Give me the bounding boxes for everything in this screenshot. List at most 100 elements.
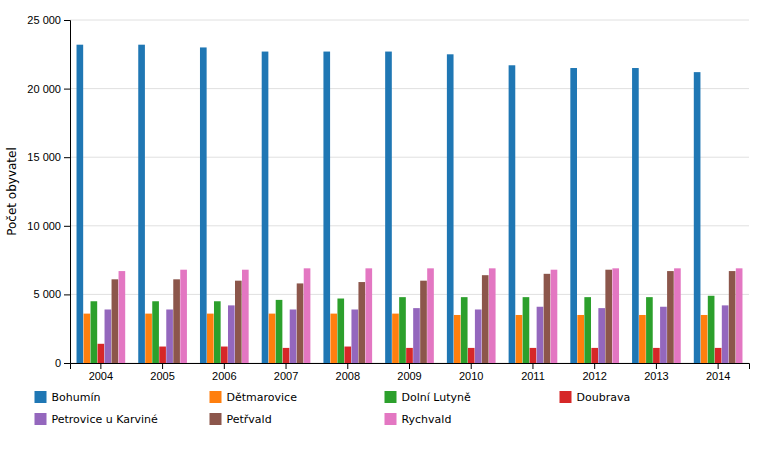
legend-label: Bohumín: [52, 391, 101, 404]
y-tick-label: 5 000: [33, 288, 61, 300]
bar: [427, 268, 434, 363]
x-tick-label: 2013: [644, 370, 668, 382]
bar: [269, 314, 276, 363]
bar: [112, 279, 119, 363]
x-axis-line: [71, 364, 750, 370]
bar: [420, 281, 427, 363]
bar: [722, 305, 729, 363]
bar: [358, 282, 365, 363]
y-tick: 10 000: [27, 220, 70, 232]
legend-swatch: [385, 413, 397, 425]
legend-label: Doubrava: [577, 391, 631, 404]
bar-series: [77, 45, 701, 363]
bar: [667, 271, 674, 363]
x-tick: 2007: [274, 363, 298, 382]
y-axis-title: Počet obyvatel: [5, 147, 19, 236]
legend-item: Petrovice u Karviné: [35, 413, 158, 426]
x-tick-mark: [471, 363, 472, 369]
legend-item: Dolní Lutyně: [385, 391, 471, 404]
legend-item: Bohumín: [35, 391, 101, 404]
x-tick-label: 2005: [150, 370, 174, 382]
x-tick: 2010: [459, 363, 483, 382]
y-tick: 25 000: [27, 14, 70, 26]
legend-item: Petřvald: [210, 413, 272, 426]
legend-swatch: [385, 391, 397, 403]
x-tick: 2013: [644, 363, 668, 382]
bar: [214, 301, 221, 363]
bar: [570, 68, 577, 363]
bar: [399, 297, 406, 363]
x-tick-label: 2004: [89, 370, 113, 382]
y-tick-label: 25 000: [27, 14, 61, 26]
y-tick-mark: [64, 294, 70, 295]
bar: [660, 307, 667, 363]
bar: [489, 268, 496, 363]
legend-swatch: [560, 391, 572, 403]
bar: [276, 300, 283, 363]
x-tick-mark: [656, 363, 657, 369]
x-tick-label: 2009: [397, 370, 421, 382]
bar: [729, 271, 736, 363]
bar: [166, 309, 173, 363]
bar: [385, 52, 392, 363]
x-tick-label: 2010: [459, 370, 483, 382]
y-tick-label: 10 000: [27, 220, 61, 232]
bar-series: [119, 268, 743, 363]
bar: [516, 315, 523, 363]
bar: [283, 348, 290, 363]
bar: [591, 348, 598, 363]
bar: [262, 52, 269, 363]
x-tick-label: 2014: [706, 370, 730, 382]
legend-item: Dětmarovice: [210, 391, 298, 404]
y-tick-mark: [64, 157, 70, 158]
bar: [344, 347, 351, 363]
bar: [537, 307, 544, 363]
x-tick-mark: [532, 363, 533, 369]
x-tick: 2014: [706, 363, 730, 382]
x-tick-mark: [409, 363, 410, 369]
bar: [200, 47, 207, 363]
bar: [337, 299, 344, 363]
bar: [413, 308, 420, 363]
x-tick-mark: [594, 363, 595, 369]
legend-swatch: [35, 391, 47, 403]
legend-swatch: [35, 413, 47, 425]
y-axis: 05 00010 00015 00020 00025 000: [27, 14, 70, 369]
grid-line: [70, 294, 749, 295]
x-tick: 2011: [521, 363, 545, 382]
bar: [207, 314, 214, 363]
x-tick: 2006: [212, 363, 236, 382]
legend-label: Petrovice u Karviné: [52, 413, 158, 426]
y-tick-label: 0: [55, 357, 61, 369]
x-tick: 2008: [336, 363, 360, 382]
bar: [221, 347, 228, 363]
bar: [152, 301, 159, 363]
legend-label: Rychvald: [402, 413, 452, 426]
legend-label: Dětmarovice: [227, 391, 298, 404]
bar: [406, 348, 413, 363]
x-tick: 2005: [150, 363, 174, 382]
bar: [461, 297, 468, 363]
legend-item: Rychvald: [385, 413, 452, 426]
bar: [297, 283, 304, 363]
bar: [701, 315, 708, 363]
grid-line: [70, 225, 749, 226]
x-tick-label: 2006: [212, 370, 236, 382]
bar: [330, 314, 337, 363]
bar: [447, 54, 454, 363]
bar: [119, 271, 126, 363]
y-tick-label: 15 000: [27, 151, 61, 163]
bar: [715, 348, 722, 363]
bar: [612, 268, 619, 363]
bar: [173, 279, 180, 363]
bar: [653, 348, 660, 363]
y-tick-mark: [64, 226, 70, 227]
bars: [77, 45, 743, 363]
x-axis: 2004200520062007200820092010201120122013…: [71, 363, 750, 382]
y-tick: 15 000: [27, 151, 70, 163]
bar: [708, 296, 715, 363]
bar: [632, 68, 639, 363]
bar: [736, 268, 743, 363]
x-tick: 2004: [89, 363, 113, 382]
bar: [639, 315, 646, 363]
